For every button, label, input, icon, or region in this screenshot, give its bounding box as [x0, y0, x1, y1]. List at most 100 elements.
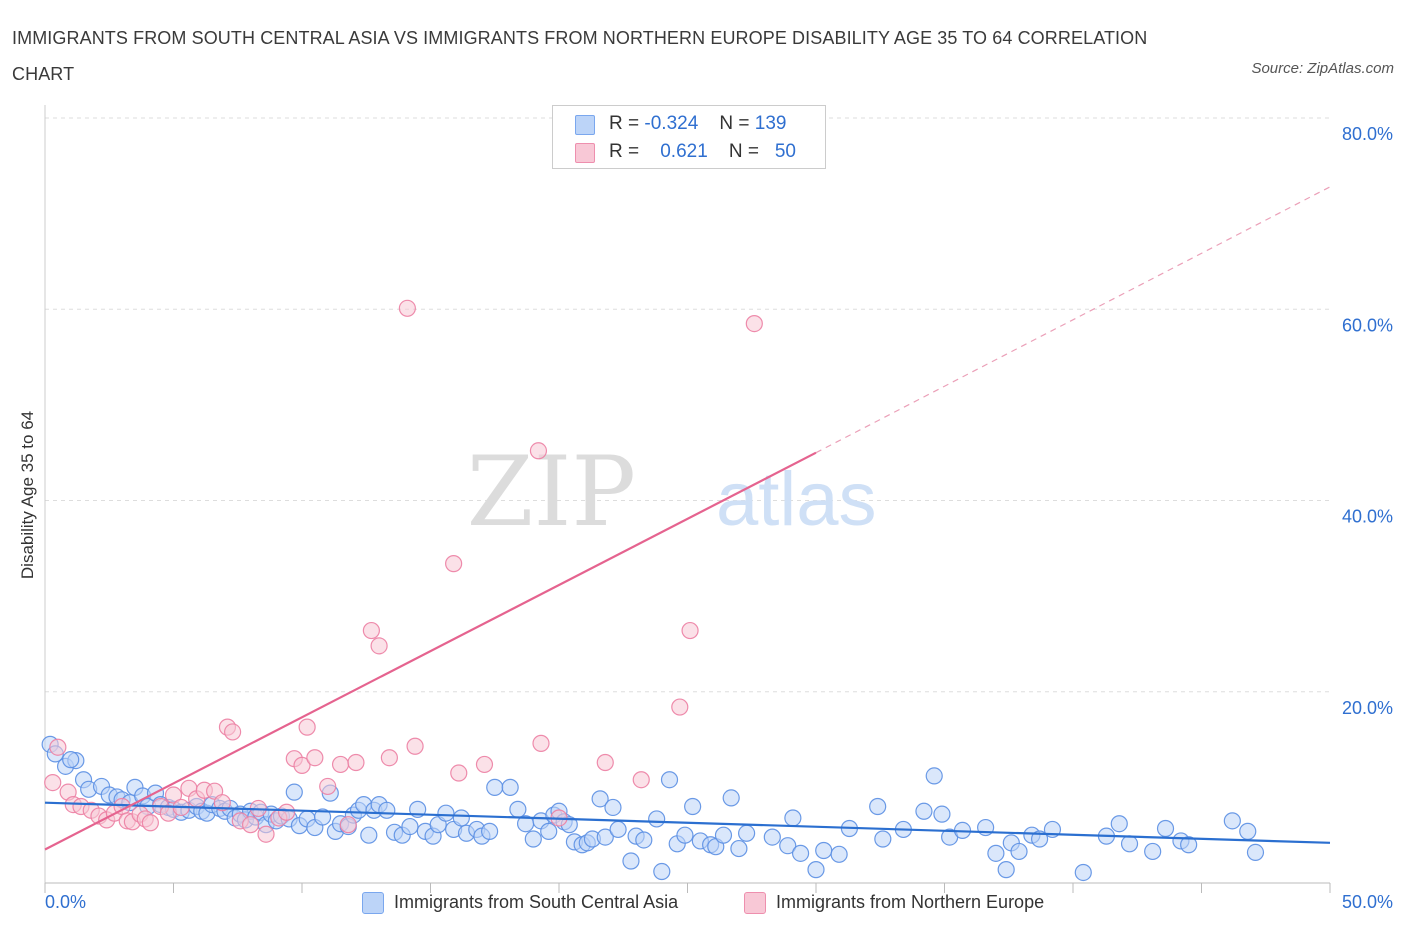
legend-r-label: R = — [609, 141, 640, 162]
data-point-south-central-asia — [481, 822, 499, 840]
data-point-northern-europe — [257, 825, 275, 843]
y-tick-label: 80.0% — [1342, 124, 1393, 144]
data-point-south-central-asia — [1223, 812, 1241, 830]
data-point-south-central-asia — [660, 771, 679, 789]
data-point-south-central-asia — [738, 824, 756, 842]
legend-swatch-blue — [575, 115, 595, 135]
data-point-northern-europe — [632, 771, 650, 789]
data-point-south-central-asia — [815, 841, 833, 860]
legend-label: Immigrants from Northern Europe — [776, 892, 1045, 912]
data-point-south-central-asia — [313, 808, 332, 826]
source-label: Source: ZipAtlas.com — [1251, 60, 1394, 77]
data-point-south-central-asia — [1144, 842, 1162, 861]
trend-line-pink — [44, 451, 817, 851]
data-point-south-central-asia — [714, 826, 733, 844]
data-point-south-central-asia — [1074, 863, 1092, 882]
x-tick-labels: 0.0% 50.0% — [45, 892, 1393, 912]
data-point-south-central-asia — [763, 828, 781, 846]
data-point-northern-europe — [406, 737, 424, 755]
watermark: ZIP atlas — [467, 436, 877, 548]
data-point-northern-europe — [450, 764, 468, 782]
data-point-northern-europe — [475, 755, 494, 774]
data-point-northern-europe — [596, 753, 614, 772]
data-point-south-central-asia — [1180, 836, 1198, 854]
data-point-south-central-asia — [635, 831, 653, 849]
data-point-northern-europe — [277, 803, 296, 821]
data-point-south-central-asia — [604, 798, 622, 817]
watermark-zip: ZIP — [467, 436, 636, 548]
data-point-northern-europe — [213, 794, 231, 812]
data-point-northern-europe — [331, 755, 350, 774]
legend-swatch-blue — [362, 892, 384, 914]
y-tick-label: 40.0% — [1342, 507, 1393, 527]
data-point-northern-europe — [671, 698, 689, 716]
data-point-south-central-asia — [285, 783, 303, 801]
data-point-south-central-asia — [648, 810, 666, 828]
data-point-south-central-asia — [987, 844, 1005, 862]
x-tick-label: 0.0% — [45, 892, 86, 912]
data-point-south-central-asia — [452, 809, 470, 827]
data-point-northern-europe — [141, 814, 159, 832]
legend-r-value: 0.621 — [660, 141, 708, 162]
data-point-south-central-asia — [1110, 815, 1128, 833]
data-point-northern-europe — [529, 442, 548, 460]
data-point-northern-europe — [49, 738, 67, 756]
data-point-south-central-asia — [437, 804, 455, 822]
data-point-northern-europe — [164, 786, 183, 804]
data-point-south-central-asia — [622, 852, 640, 870]
data-point-south-central-asia — [874, 830, 892, 848]
data-point-south-central-asia — [779, 837, 797, 855]
data-point-south-central-asia — [596, 828, 614, 846]
y-tick-label: 20.0% — [1342, 698, 1393, 718]
data-point-south-central-asia — [501, 778, 519, 796]
data-point-south-central-asia — [997, 861, 1015, 879]
data-point-south-central-asia — [830, 845, 848, 863]
data-point-northern-europe — [242, 816, 260, 834]
data-point-northern-europe — [293, 756, 311, 774]
gridlines — [45, 117, 1330, 693]
legend-n-label: N = — [719, 113, 750, 134]
data-point-south-central-asia — [360, 826, 378, 844]
y-tick-labels: 20.0% 40.0% 60.0% 80.0% — [1342, 124, 1393, 718]
data-point-northern-europe — [681, 621, 699, 640]
watermark-atlas: atlas — [716, 457, 877, 542]
data-point-south-central-asia — [1246, 843, 1265, 862]
data-point-northern-europe — [298, 718, 316, 736]
legend-n-label: N = — [728, 141, 760, 162]
data-point-south-central-asia — [486, 778, 504, 796]
series-northern-europe — [44, 299, 763, 843]
x-tick-label: 50.0% — [1342, 892, 1393, 912]
data-point-south-central-asia — [784, 809, 802, 827]
data-point-south-central-asia — [730, 839, 748, 858]
legend-label: Immigrants from South Central Asia — [394, 892, 679, 912]
trend-lines — [44, 186, 1331, 851]
data-point-northern-europe — [532, 734, 550, 752]
data-point-south-central-asia — [524, 830, 542, 848]
data-point-northern-europe — [745, 314, 763, 333]
data-point-northern-europe — [306, 749, 324, 767]
data-point-south-central-asia — [509, 800, 527, 818]
data-point-northern-europe — [44, 773, 62, 792]
data-point-northern-europe — [224, 723, 242, 741]
data-point-south-central-asia — [807, 861, 825, 879]
data-point-south-central-asia — [684, 797, 702, 816]
trend-line-blue — [44, 801, 1331, 844]
data-point-south-central-asia — [933, 805, 951, 823]
data-point-northern-europe — [370, 637, 388, 655]
data-point-south-central-asia — [1156, 819, 1175, 838]
data-point-northern-europe — [380, 749, 398, 767]
data-point-south-central-asia — [791, 844, 810, 862]
data-point-south-central-asia — [653, 862, 671, 881]
data-point-south-central-asia — [869, 797, 887, 816]
data-point-south-central-asia — [1030, 830, 1049, 848]
legend-swatch-pink — [744, 892, 766, 914]
y-tick-label: 60.0% — [1342, 315, 1393, 335]
data-point-northern-europe — [445, 555, 463, 573]
data-point-south-central-asia — [1010, 842, 1028, 861]
trend-line-pink-extension — [815, 186, 1331, 454]
legend-n-value: 139 — [754, 113, 787, 134]
data-point-northern-europe — [319, 777, 337, 796]
chart-title: IMMIGRANTS FROM SOUTH CENTRAL ASIA VS IM… — [12, 28, 1148, 84]
axes — [44, 105, 1331, 893]
